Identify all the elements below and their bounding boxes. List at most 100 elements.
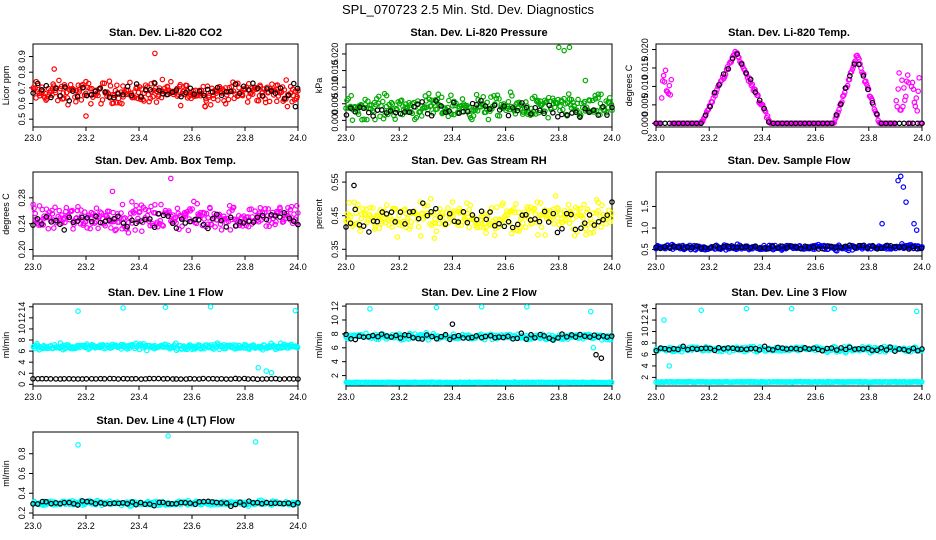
data-point-rh-averages bbox=[514, 221, 521, 228]
data-point-sampleflow-averages bbox=[657, 245, 664, 252]
data-point-ambbox-samples bbox=[252, 208, 258, 215]
data-point-rh-samples bbox=[523, 224, 529, 231]
data-point-temp-averages bbox=[833, 112, 840, 118]
data-point-pressure-averages bbox=[546, 102, 552, 109]
data-point-rh-samples bbox=[542, 232, 548, 238]
data-point-rh-samples bbox=[505, 212, 511, 218]
data-point-line3-averages bbox=[738, 346, 745, 353]
data-point-ambbox-samples bbox=[266, 223, 272, 230]
data-point-line3-averages bbox=[828, 345, 835, 351]
y-tick-label-line2: 12 bbox=[330, 301, 340, 311]
data-point-rh-averages bbox=[545, 219, 552, 225]
data-point-rh-averages bbox=[532, 216, 538, 222]
data-point-rh-samples bbox=[544, 208, 551, 214]
data-point-pressure-averages bbox=[528, 111, 534, 117]
data-point-line1-averages bbox=[263, 376, 270, 382]
data-point-rh-samples bbox=[348, 214, 354, 220]
data-point-co2-samples bbox=[168, 78, 174, 85]
data-point-co2-samples bbox=[119, 100, 125, 107]
data-point-temp-samples bbox=[862, 78, 869, 85]
data-point-co2-averages bbox=[214, 84, 221, 91]
data-point-co2-samples bbox=[225, 96, 232, 103]
data-point-line3-averages bbox=[905, 348, 912, 354]
y-tick-label-line3: 8 bbox=[640, 340, 650, 345]
data-point-line1-samples bbox=[144, 347, 150, 354]
data-point-rh-averages bbox=[591, 222, 598, 228]
data-point-rh-averages bbox=[415, 215, 422, 222]
data-point-temp-averages bbox=[919, 120, 925, 127]
data-point-rh-averages bbox=[410, 208, 416, 215]
data-point-line2-averages bbox=[564, 334, 570, 340]
data-point-line2-averages bbox=[378, 331, 385, 337]
data-point-rh-samples bbox=[458, 222, 465, 228]
data-point-line2-averages bbox=[559, 331, 565, 337]
data-point-line3-averages bbox=[919, 346, 925, 352]
data-point-pressure-samples bbox=[595, 91, 602, 97]
data-point-pressure-averages bbox=[505, 112, 512, 119]
data-point-ambbox-samples bbox=[31, 205, 37, 212]
data-point-ambbox-samples bbox=[50, 225, 57, 231]
x-tick-label-line1: 23.6 bbox=[183, 392, 201, 402]
data-point-rh-samples bbox=[451, 208, 458, 214]
x-tick-label-ambbox: 23.8 bbox=[236, 262, 254, 272]
data-point-pressure-averages bbox=[501, 103, 507, 109]
data-point-ambbox-samples bbox=[263, 223, 269, 229]
data-point-line1-averages bbox=[138, 376, 144, 382]
data-point-ambbox-samples bbox=[119, 201, 126, 208]
data-point-ambbox-averages bbox=[34, 216, 41, 222]
data-point-rh-averages bbox=[568, 211, 574, 218]
data-point-rh-averages bbox=[572, 226, 579, 233]
data-point-pressure-samples bbox=[509, 93, 515, 99]
x-tick-label-line3: 23.2 bbox=[700, 392, 718, 402]
data-point-pressure-averages bbox=[496, 107, 503, 113]
x-tick-label-ambbox: 24.0 bbox=[289, 262, 307, 272]
y-tick-label-sampleflow: 1.0 bbox=[640, 222, 650, 235]
plot-frame-pressure bbox=[345, 43, 613, 128]
data-point-ambbox-averages bbox=[165, 213, 171, 219]
data-point-temp-averages bbox=[702, 112, 709, 118]
data-point-ambbox-samples bbox=[32, 210, 39, 217]
data-point-pressure-samples bbox=[361, 116, 367, 123]
data-point-ambbox-averages bbox=[290, 218, 297, 225]
data-point-rh-samples bbox=[455, 222, 461, 228]
data-point-co2-averages bbox=[218, 92, 225, 99]
data-point-co2-samples bbox=[177, 102, 184, 109]
data-point-line4-averages bbox=[133, 501, 139, 508]
data-point-ambbox-averages bbox=[281, 210, 288, 216]
x-tick-label-line1: 23.2 bbox=[77, 392, 95, 402]
data-point-pressure-samples bbox=[609, 107, 615, 114]
data-point-temp-averages bbox=[734, 51, 740, 57]
data-point-pressure-samples bbox=[398, 97, 405, 104]
y-tick-label-line1: 12 bbox=[17, 313, 27, 323]
data-point-temp-samples bbox=[900, 103, 906, 110]
data-point-ambbox-samples bbox=[245, 223, 252, 230]
data-point-co2-samples bbox=[144, 84, 150, 90]
data-point-rh-samples bbox=[392, 205, 399, 212]
y-tick-label-co2: 0.6 bbox=[17, 97, 27, 110]
data-point-ambbox-samples bbox=[227, 227, 234, 233]
data-point-temp-samples bbox=[762, 108, 769, 115]
plot-title-co2: Stan. Dev. Li-820 CO2 bbox=[109, 27, 222, 39]
data-point-ambbox-averages bbox=[178, 216, 185, 222]
data-point-co2-samples bbox=[54, 97, 61, 104]
data-point-co2-averages bbox=[57, 93, 64, 99]
data-point-temp-samples bbox=[666, 82, 673, 89]
data-point-line2-averages bbox=[514, 335, 521, 342]
data-point-co2-samples bbox=[113, 99, 120, 106]
data-point-co2-samples bbox=[255, 98, 262, 104]
data-point-rh-samples bbox=[537, 200, 544, 206]
data-point-line1-averages bbox=[223, 376, 230, 382]
data-point-rh-samples bbox=[538, 224, 545, 230]
data-point-rh-samples bbox=[404, 215, 411, 222]
data-point-line1-samples-outlier bbox=[162, 304, 169, 311]
data-point-line3-averages bbox=[734, 346, 741, 352]
y-axis-label-temp: degrees C bbox=[624, 64, 634, 106]
data-point-sampleflow-samples-outlier bbox=[895, 177, 901, 184]
x-tick-label-line2: 24.0 bbox=[603, 392, 621, 402]
data-point-temp-samples bbox=[899, 77, 905, 83]
data-point-pressure-averages bbox=[564, 112, 571, 118]
data-point-co2-averages bbox=[204, 86, 211, 93]
data-point-line2-averages bbox=[587, 334, 593, 340]
data-point-line2-averages bbox=[581, 333, 588, 340]
data-point-ambbox-samples bbox=[87, 225, 93, 232]
